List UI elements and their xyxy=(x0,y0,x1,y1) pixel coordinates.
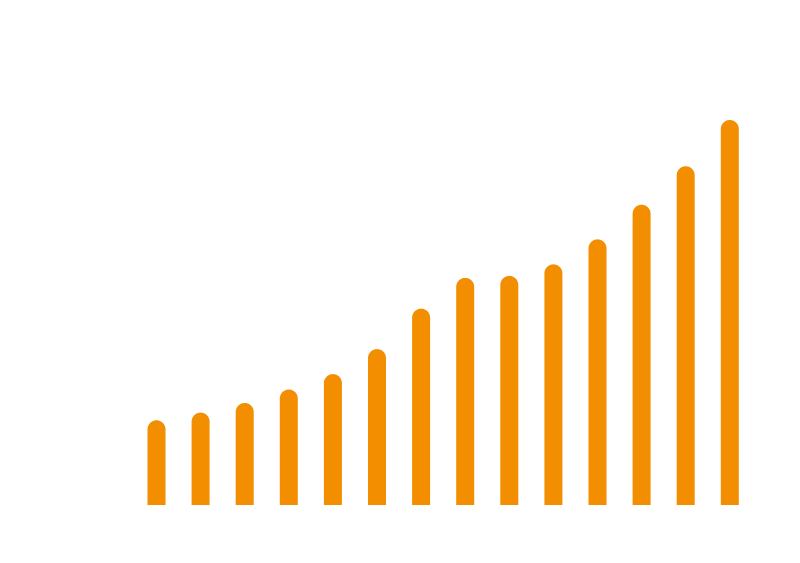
bar-series xyxy=(147,120,739,505)
bar xyxy=(279,389,298,505)
bar xyxy=(147,420,166,505)
bar xyxy=(323,374,342,505)
bar xyxy=(544,264,563,505)
bar xyxy=(632,204,651,505)
bar xyxy=(235,402,254,505)
bar xyxy=(676,166,695,505)
bar xyxy=(412,308,431,505)
bar xyxy=(588,239,607,505)
bar xyxy=(368,349,386,505)
bar xyxy=(456,277,475,505)
bar xyxy=(720,120,739,505)
bar xyxy=(500,275,519,505)
bar xyxy=(191,412,210,505)
